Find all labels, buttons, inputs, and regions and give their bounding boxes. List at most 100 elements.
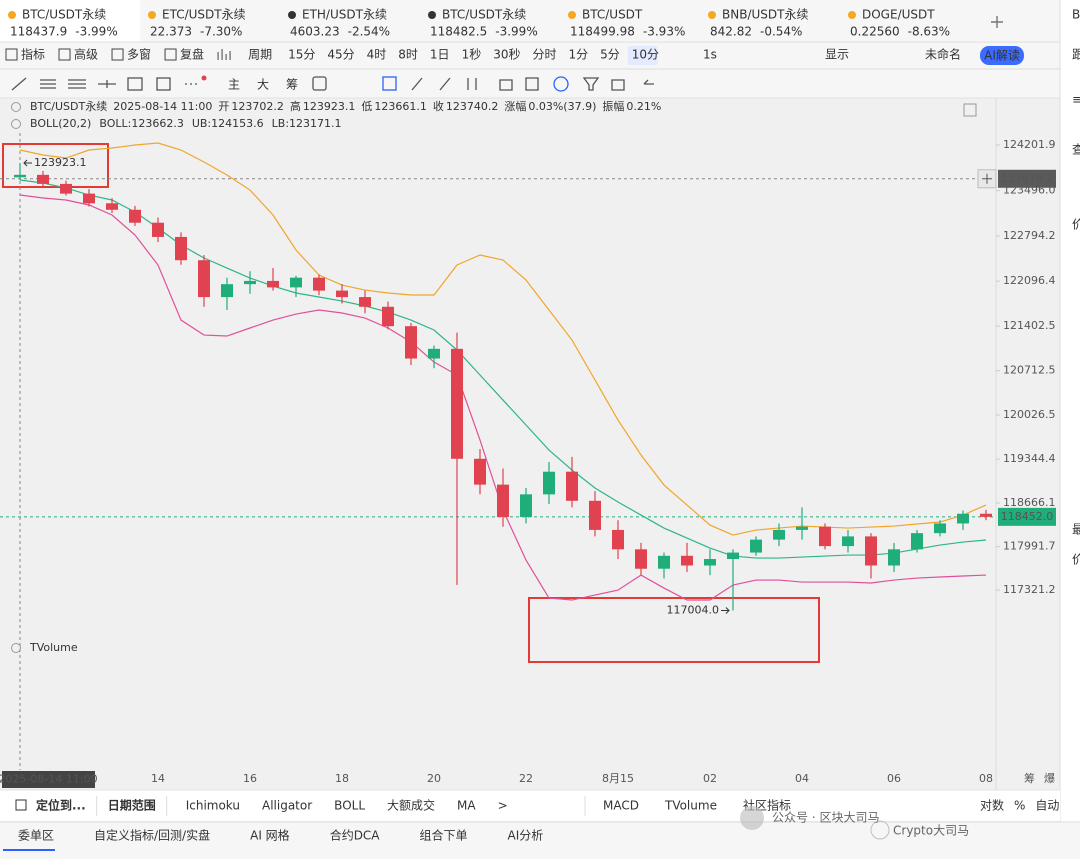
indicator-tab[interactable]: BOLL <box>334 799 365 813</box>
candle-body <box>612 529 624 550</box>
candle-body <box>106 203 118 210</box>
tab-change[interactable]: -3.93% <box>643 25 685 39</box>
tab-name[interactable]: BTC/USDT <box>582 8 643 22</box>
tab-price[interactable]: 842.82 <box>710 25 752 39</box>
tool-icon[interactable] <box>411 77 654 91</box>
period-item[interactable]: 1分 <box>569 48 589 62</box>
tab-price[interactable]: 0.22560 <box>850 25 900 39</box>
tab-price[interactable]: 118437.9 <box>10 25 67 39</box>
x-tick-label: 18 <box>335 772 349 785</box>
axis-corner[interactable]: 筹 <box>1024 771 1035 785</box>
indicator-tab[interactable]: TVolume <box>664 799 717 813</box>
period-item[interactable]: 45分 <box>327 48 354 62</box>
candle-body <box>175 236 187 261</box>
footer-tab[interactable]: AI 网格 <box>250 828 290 843</box>
draw-label[interactable]: 主 <box>228 78 240 92</box>
scale-option[interactable]: 对数 <box>980 798 1004 813</box>
scale-option[interactable]: 自动 <box>1035 799 1059 813</box>
y-tick-label: 122096.4 <box>1003 274 1056 287</box>
indicator-tab[interactable]: 大额成交 <box>387 798 435 813</box>
side-fragment: 价 <box>1072 218 1080 232</box>
ai-button[interactable]: AI解读 <box>984 49 1020 63</box>
tool-icon[interactable] <box>40 79 56 89</box>
toolbar-item[interactable]: 指标 <box>21 47 45 62</box>
period-item[interactable]: 5分 <box>600 48 620 62</box>
tab-icon <box>428 11 436 19</box>
tool-icon[interactable] <box>11 77 27 91</box>
footer-tab[interactable]: AI分析 <box>508 829 544 843</box>
indicator-tab[interactable]: Ichimoku <box>186 799 240 813</box>
toolbar-item[interactable]: 显示 <box>825 48 849 62</box>
toolbar-item[interactable]: 周期 <box>248 48 272 62</box>
tab-price[interactable]: 118482.5 <box>430 25 487 39</box>
side-fragment: B <box>1072 8 1080 22</box>
chart-style-icon[interactable] <box>217 49 231 60</box>
footer-tab[interactable]: 自定义指标/回测/实盘 <box>94 828 210 843</box>
tool-icon[interactable] <box>156 77 171 91</box>
tab-name[interactable]: BNB/USDT永续 <box>722 8 808 22</box>
y-tick-label: 121402.5 <box>1003 319 1056 332</box>
period-item[interactable]: 1秒 <box>462 48 482 62</box>
tab-price[interactable]: 22.373 <box>150 25 192 39</box>
side-fragment: 最 <box>1072 523 1080 537</box>
tool-icon[interactable] <box>98 80 116 88</box>
ai-button-bg[interactable] <box>980 46 1024 65</box>
expand-icon[interactable] <box>963 103 977 117</box>
toolbar-item[interactable]: 高级 <box>74 47 98 62</box>
candle-body <box>60 183 72 194</box>
draw-label[interactable]: 大 <box>257 78 269 92</box>
add-tab[interactable] <box>991 16 1003 28</box>
tab-change[interactable]: -8.63% <box>908 25 950 39</box>
tab-change[interactable]: -7.30% <box>200 25 242 39</box>
tab-name[interactable]: ETH/USDT永续 <box>302 8 387 22</box>
axis-corner[interactable]: 爆 <box>1044 771 1055 785</box>
period-item[interactable]: 分时 <box>532 48 556 62</box>
tool-icon[interactable] <box>127 77 143 91</box>
tab-icon <box>8 11 16 19</box>
indicator-tab[interactable]: MACD <box>603 799 639 813</box>
draw-label[interactable]: 筹 <box>286 78 298 92</box>
tab-change[interactable]: -2.54% <box>348 25 390 39</box>
tab-name[interactable]: BTC/USDT永续 <box>442 8 526 22</box>
period-item[interactable]: 10分 <box>632 48 659 62</box>
indicator-tab[interactable]: > <box>498 799 508 813</box>
toolbar-item[interactable]: 复盘 <box>180 47 204 62</box>
tab-name[interactable]: BTC/USDT永续 <box>22 8 106 22</box>
tab-change[interactable]: -3.99% <box>75 25 117 39</box>
tab-name[interactable]: DOGE/USDT <box>862 8 935 22</box>
annotation-label: 117004.0 <box>667 604 720 617</box>
tab-name[interactable]: ETC/USDT永续 <box>162 8 246 22</box>
footer-bg <box>0 822 1080 859</box>
candle-body <box>37 174 49 184</box>
footer-tab[interactable]: 委单区 <box>18 829 54 843</box>
tool-icon[interactable] <box>553 76 569 92</box>
period-item[interactable]: 30秒 <box>493 48 520 62</box>
period-item[interactable]: 15分 <box>288 48 315 62</box>
tab-price[interactable]: 118499.98 <box>570 25 635 39</box>
active-underline <box>3 849 55 851</box>
toolbar-item[interactable]: 未命名 <box>925 47 961 62</box>
scale-option[interactable]: % <box>1014 799 1025 813</box>
y-tick-label: 117321.2 <box>1003 583 1056 596</box>
x-tick-label: 8月15 <box>602 772 634 785</box>
tab-change[interactable]: -3.99% <box>495 25 537 39</box>
tool-icon[interactable] <box>312 76 327 91</box>
toolbar-item[interactable]: 多窗 <box>127 48 151 62</box>
bottom-item[interactable]: 日期范围 <box>108 798 156 813</box>
indicator-tab[interactable]: MA <box>457 799 476 813</box>
tab-price[interactable]: 4603.23 <box>290 25 340 39</box>
tool-icon[interactable] <box>382 76 397 91</box>
indicator-tab[interactable]: Alligator <box>262 799 312 813</box>
period-item[interactable]: 8时 <box>398 48 418 62</box>
period-item[interactable]: 1日 <box>430 48 450 62</box>
period-item[interactable]: 4时 <box>367 48 387 62</box>
footer-tab[interactable]: 合约DCA <box>330 828 381 843</box>
footer-tab[interactable]: 组合下单 <box>420 828 468 843</box>
legend-name: UB: <box>192 117 211 130</box>
bottom-item[interactable]: 定位到... <box>36 798 86 813</box>
y-tick-label: 122794.2 <box>1003 229 1056 242</box>
tool-icon[interactable] <box>68 79 86 89</box>
candle-body <box>589 500 601 530</box>
toolbar-item[interactable]: 1s <box>703 48 717 62</box>
tab-change[interactable]: -0.54% <box>760 25 802 39</box>
